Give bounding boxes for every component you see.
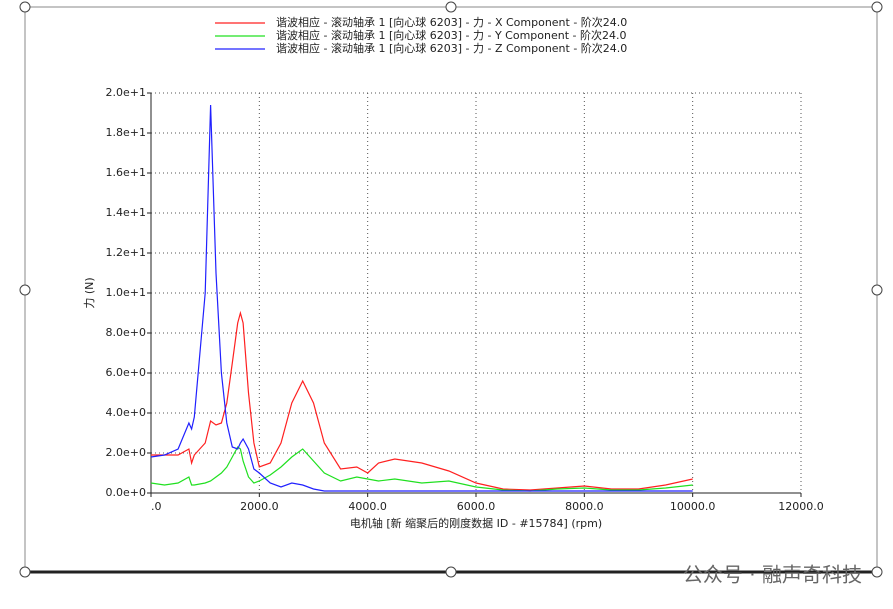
x-axis-label: 电机轴 [新 缩聚后的刚度数据 ID - #15784] (rpm)	[350, 516, 602, 530]
resize-handle[interactable]	[19, 284, 31, 296]
legend-label: 谐波相应 - 滚动轴承 1 [向心球 6203] - 力 - Z Compone…	[276, 41, 627, 55]
y-tick-label: 8.0e+0	[106, 326, 146, 339]
legend-label: 谐波相应 - 滚动轴承 1 [向心球 6203] - 力 - X Compone…	[276, 15, 627, 29]
y-tick-label: 1.6e+1	[106, 166, 146, 179]
x-tick-label: 8000.0	[565, 500, 604, 513]
legend-label: 谐波相应 - 滚动轴承 1 [向心球 6203] - 力 - Y Compone…	[276, 28, 626, 42]
x-tick-label: 4000.0	[348, 500, 387, 513]
y-tick-label: 2.0e+0	[106, 446, 146, 459]
resize-handle[interactable]	[871, 1, 883, 13]
resize-handle[interactable]	[445, 566, 457, 578]
x-tick-label: .0	[151, 500, 162, 513]
resize-handle[interactable]	[19, 566, 31, 578]
y-tick-label: 0.0e+0	[106, 486, 146, 499]
series-line	[150, 446, 693, 492]
resize-handle[interactable]	[445, 1, 457, 13]
x-tick-label: 10000.0	[670, 500, 716, 513]
y-tick-label: 2.0e+1	[106, 86, 146, 99]
y-tick-label: 6.0e+0	[106, 366, 146, 379]
selection-frame	[24, 6, 878, 573]
series-line	[150, 104, 693, 492]
y-tick-label: 1.4e+1	[106, 206, 146, 219]
resize-handle[interactable]	[871, 284, 883, 296]
resize-handle[interactable]	[19, 1, 31, 13]
y-tick-label: 4.0e+0	[106, 406, 146, 419]
resize-handle[interactable]	[871, 566, 883, 578]
y-tick-label: 1.8e+1	[106, 126, 146, 139]
y-tick-label: 1.2e+1	[106, 246, 146, 259]
y-axis-label: 力 (N)	[83, 277, 96, 308]
y-tick-label: 1.0e+1	[106, 286, 146, 299]
x-tick-label: 6000.0	[457, 500, 496, 513]
x-tick-label: 12000.0	[778, 500, 824, 513]
series-line	[151, 310, 693, 491]
x-tick-label: 2000.0	[240, 500, 279, 513]
watermark: 公众号 · 融声奇科技	[683, 563, 862, 587]
